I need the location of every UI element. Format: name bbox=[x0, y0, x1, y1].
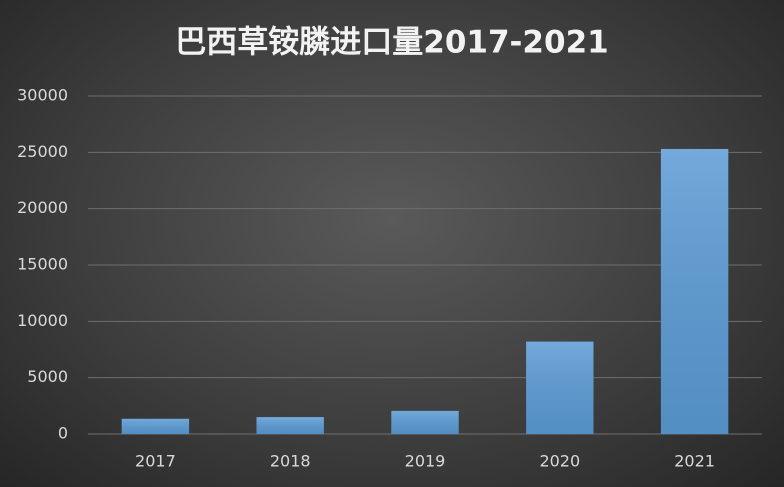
y-tick-label: 30000 bbox=[17, 86, 68, 105]
chart-title: 巴西草铵膦进口量2017-2021 bbox=[175, 25, 608, 61]
bar-shade bbox=[256, 417, 324, 434]
bar-shade bbox=[660, 148, 729, 434]
bar-shade bbox=[391, 410, 459, 434]
x-tick-label: 2018 bbox=[270, 452, 311, 471]
y-tick-label: 5000 bbox=[27, 367, 68, 386]
x-tick-label: 2017 bbox=[135, 452, 176, 471]
y-tick-label: 20000 bbox=[17, 198, 68, 217]
y-tick-label: 10000 bbox=[17, 311, 68, 330]
x-tick-label: 2020 bbox=[539, 452, 580, 471]
x-tick-label: 2021 bbox=[674, 452, 715, 471]
x-tick-label: 2019 bbox=[405, 452, 446, 471]
y-tick-label: 25000 bbox=[17, 142, 68, 161]
bar-shade bbox=[121, 418, 190, 434]
bar-shade bbox=[526, 341, 594, 434]
y-tick-label: 0 bbox=[58, 424, 68, 443]
y-tick-label: 15000 bbox=[17, 255, 68, 274]
